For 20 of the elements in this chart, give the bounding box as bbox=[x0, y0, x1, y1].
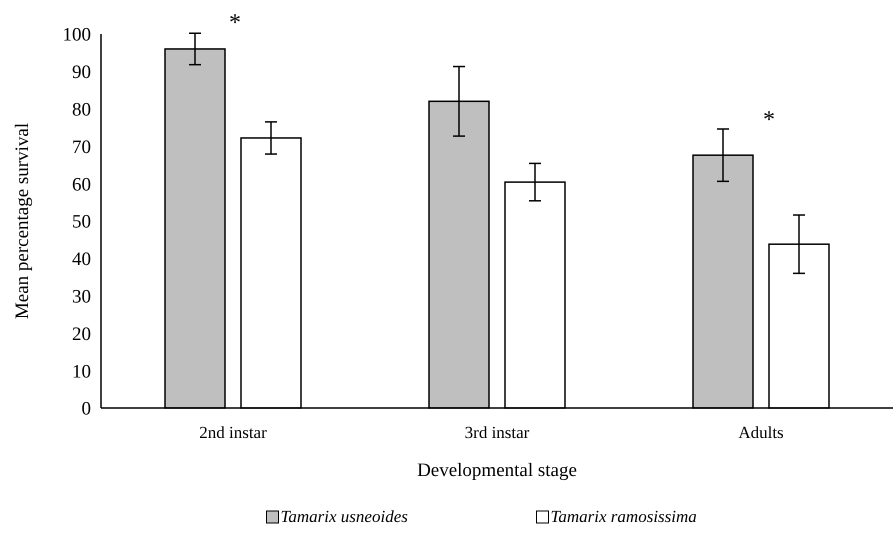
x-tick-label: 2nd instar bbox=[199, 423, 268, 442]
x-axis-title: Developmental stage bbox=[417, 460, 577, 481]
y-tick-label: 70 bbox=[72, 136, 91, 158]
y-axis-title: Mean percentage survival bbox=[12, 122, 33, 320]
y-tick-label: 100 bbox=[62, 24, 91, 46]
y-tick-label: 0 bbox=[82, 398, 91, 420]
y-tick-label: 30 bbox=[72, 286, 91, 308]
y-tick-label: 60 bbox=[72, 174, 91, 196]
annotation: * bbox=[229, 10, 241, 36]
x-tick-label: Adults bbox=[738, 423, 784, 442]
x-tick-label: 3rd instar bbox=[464, 423, 530, 442]
y-tick-label: 50 bbox=[72, 212, 91, 233]
y-tick-label: 90 bbox=[72, 62, 91, 84]
annotation: * bbox=[763, 106, 775, 133]
y-tick-label: 10 bbox=[72, 361, 91, 382]
y-tick-label: 40 bbox=[72, 249, 91, 270]
y-tick-label: 20 bbox=[72, 324, 91, 345]
legend-label: Tamarix ramosissima bbox=[550, 507, 697, 526]
legend-label: Tamarix usneoides bbox=[280, 507, 408, 526]
y-tick-label: 80 bbox=[72, 99, 91, 120]
